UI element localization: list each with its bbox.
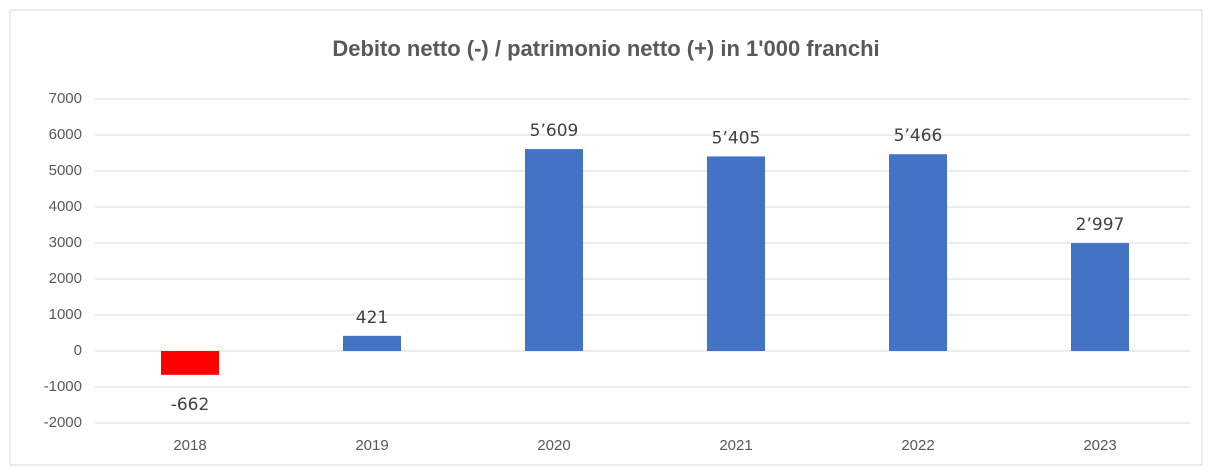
bar: [343, 335, 401, 351]
x-tick-label: 2021: [719, 437, 752, 454]
bar: [889, 154, 947, 351]
data-label: 421: [356, 308, 388, 328]
data-label: 5’405: [712, 128, 761, 148]
bar: [525, 149, 583, 351]
chart-title: Debito netto (-) / patrimonio netto (+) …: [332, 36, 879, 61]
y-tick-label: -2000: [44, 414, 82, 431]
bar: [1071, 243, 1129, 351]
y-tick-label: 0: [74, 342, 82, 359]
bar: [707, 156, 765, 351]
y-tick-label: 2000: [49, 270, 82, 287]
data-label: -662: [171, 395, 210, 415]
x-tick-label: 2019: [355, 437, 388, 454]
y-tick-label: 3000: [49, 234, 82, 251]
data-label: 5’466: [894, 126, 943, 146]
x-tick-label: 2023: [1083, 437, 1116, 454]
x-tick-label: 2018: [173, 437, 206, 454]
bar: [161, 351, 219, 375]
y-tick-label: 1000: [49, 306, 82, 323]
data-label: 5’609: [530, 121, 579, 141]
x-tick-label: 2020: [537, 437, 570, 454]
y-tick-label: 7000: [49, 90, 82, 107]
y-tick-label: 4000: [49, 198, 82, 215]
y-tick-label: 5000: [49, 162, 82, 179]
chart-border: [9, 9, 1203, 466]
y-tick-label: -1000: [44, 378, 82, 395]
y-tick-label: 6000: [49, 126, 82, 143]
x-tick-label: 2022: [901, 437, 934, 454]
data-label: 2’997: [1076, 215, 1125, 235]
